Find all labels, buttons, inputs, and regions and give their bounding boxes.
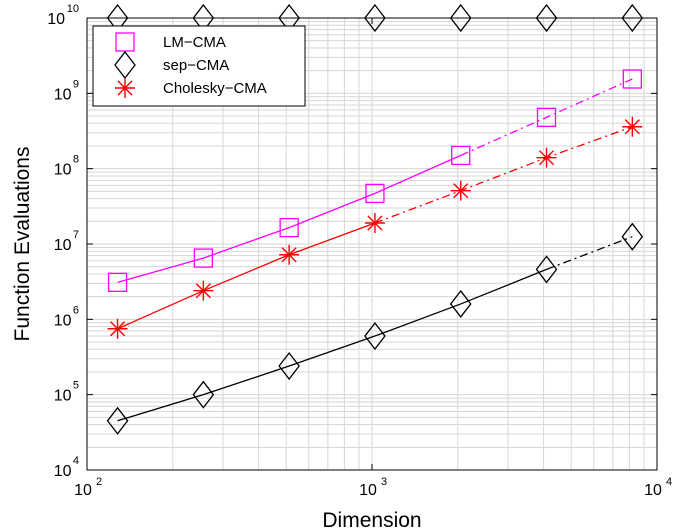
data-point: [193, 280, 214, 301]
legend: LM−CMA sep−CMA Cholesky−CMA: [92, 25, 306, 107]
y-tick-label-exponent: 8: [73, 154, 79, 166]
top-marker: [449, 3, 472, 33]
data-point: [364, 213, 385, 234]
y-tick-label-exponent: 6: [73, 304, 79, 316]
data-point: [193, 248, 213, 268]
x-tick-label-exponent: 4: [666, 476, 672, 488]
data-point: [622, 116, 643, 137]
data-point: [536, 147, 557, 168]
y-tick-label: 10: [54, 388, 72, 405]
y-tick-label: 10: [54, 463, 72, 480]
data-point: [279, 244, 300, 265]
data-point: [536, 107, 557, 127]
x-tick-label-exponent: 3: [381, 476, 387, 488]
series-layer: [106, 69, 644, 435]
data-point: [106, 406, 129, 435]
top-marker: [535, 3, 558, 33]
series-line-solid: [117, 268, 547, 422]
data-point: [535, 255, 558, 284]
y-tick-label: 10: [47, 11, 65, 28]
series-2: [107, 116, 643, 339]
y-tick-label-exponent: 9: [73, 78, 79, 90]
y-tick-label-exponent: 10: [67, 3, 79, 15]
x-tick-label: 10: [359, 482, 377, 499]
legend-box: [92, 25, 306, 107]
data-point: [107, 272, 128, 292]
series-line-dashdot: [546, 236, 633, 271]
y-tick-label: 10: [54, 312, 72, 329]
series-line-dashdot: [460, 78, 633, 156]
y-tick-label: 10: [54, 162, 72, 179]
top-marker: [621, 3, 644, 33]
series-line-solid: [117, 222, 376, 330]
legend-marker: [115, 78, 135, 98]
series-line-solid: [117, 154, 461, 283]
data-point: [279, 217, 299, 238]
data-point: [450, 180, 471, 201]
x-axis-title: Dimension: [322, 509, 421, 532]
series-1: [106, 222, 644, 435]
data-point: [451, 145, 471, 166]
x-tick-label-exponent: 2: [96, 476, 102, 488]
data-point: [192, 380, 215, 409]
legend-label: Cholesky−CMA: [163, 80, 267, 97]
data-point: [622, 69, 642, 89]
series-line-dashdot: [374, 126, 633, 224]
series-0: [107, 69, 642, 292]
data-point: [364, 321, 386, 351]
y-tick-label-exponent: 7: [73, 229, 79, 241]
y-tick-label-exponent: 5: [73, 380, 79, 392]
y-tick-label-exponent: 4: [73, 455, 79, 467]
data-point: [449, 289, 472, 319]
data-point: [107, 318, 128, 339]
y-axis-title: Function Evaluations: [11, 147, 34, 342]
data-point: [365, 183, 385, 204]
legend-label: sep−CMA: [163, 57, 229, 74]
data-point: [621, 222, 644, 251]
legend-label: LM−CMA: [163, 34, 226, 51]
data-point: [278, 351, 300, 381]
y-tick-label: 10: [54, 237, 72, 254]
y-tick-label: 10: [54, 86, 72, 103]
x-tick-label: 10: [74, 482, 92, 499]
legend-item: Cholesky−CMA: [115, 78, 267, 98]
top-marker: [364, 3, 386, 33]
x-tick-label: 10: [644, 482, 662, 499]
